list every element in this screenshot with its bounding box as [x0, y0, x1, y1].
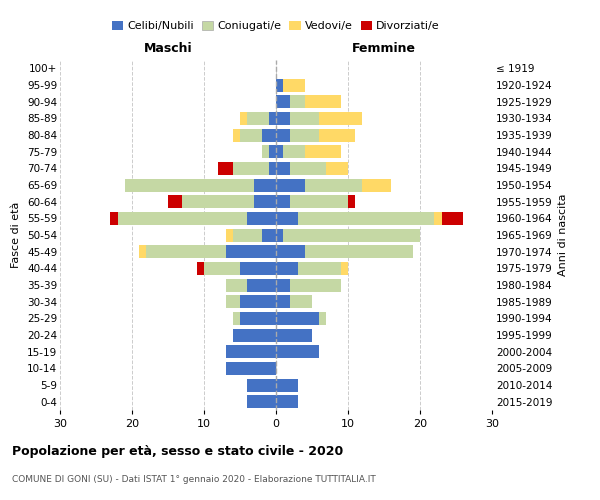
- Bar: [305, 245, 413, 258]
- Bar: [341, 262, 348, 275]
- Bar: [182, 195, 254, 208]
- Bar: [218, 162, 233, 175]
- Bar: [276, 245, 305, 258]
- Bar: [139, 245, 146, 258]
- Bar: [305, 95, 341, 108]
- Bar: [276, 312, 319, 325]
- Bar: [283, 145, 305, 158]
- Bar: [319, 112, 362, 125]
- Y-axis label: Fasce di età: Fasce di età: [11, 202, 22, 268]
- Bar: [276, 145, 283, 158]
- Bar: [276, 395, 298, 408]
- Legend: Celibi/Nubili, Coniugati/e, Vedovi/e, Divorziati/e: Celibi/Nubili, Coniugati/e, Vedovi/e, Di…: [108, 16, 444, 36]
- Bar: [276, 228, 283, 241]
- Bar: [269, 145, 276, 158]
- Text: Femmine: Femmine: [352, 42, 416, 55]
- Bar: [276, 278, 290, 291]
- Bar: [362, 178, 391, 192]
- Bar: [269, 112, 276, 125]
- Bar: [290, 162, 326, 175]
- Bar: [262, 228, 276, 241]
- Text: Maschi: Maschi: [143, 42, 193, 55]
- Bar: [168, 195, 182, 208]
- Bar: [262, 128, 276, 141]
- Bar: [226, 345, 276, 358]
- Bar: [247, 378, 276, 392]
- Bar: [226, 278, 247, 291]
- Bar: [298, 212, 434, 225]
- Bar: [276, 162, 290, 175]
- Bar: [276, 295, 290, 308]
- Bar: [276, 345, 319, 358]
- Bar: [276, 178, 305, 192]
- Bar: [118, 212, 247, 225]
- Bar: [254, 195, 276, 208]
- Bar: [247, 212, 276, 225]
- Bar: [434, 212, 442, 225]
- Bar: [254, 178, 276, 192]
- Bar: [240, 312, 276, 325]
- Bar: [290, 195, 348, 208]
- Bar: [276, 195, 290, 208]
- Text: COMUNE DI GONI (SU) - Dati ISTAT 1° gennaio 2020 - Elaborazione TUTTITALIA.IT: COMUNE DI GONI (SU) - Dati ISTAT 1° genn…: [12, 475, 376, 484]
- Bar: [276, 112, 290, 125]
- Bar: [204, 262, 240, 275]
- Bar: [276, 212, 298, 225]
- Bar: [146, 245, 226, 258]
- Bar: [262, 145, 269, 158]
- Bar: [247, 278, 276, 291]
- Bar: [290, 128, 319, 141]
- Bar: [276, 262, 298, 275]
- Bar: [276, 378, 298, 392]
- Bar: [298, 262, 341, 275]
- Bar: [319, 128, 355, 141]
- Bar: [283, 78, 305, 92]
- Bar: [226, 295, 240, 308]
- Bar: [226, 228, 233, 241]
- Bar: [276, 95, 290, 108]
- Bar: [233, 312, 240, 325]
- Y-axis label: Anni di nascita: Anni di nascita: [559, 194, 568, 276]
- Bar: [276, 128, 290, 141]
- Bar: [197, 262, 204, 275]
- Bar: [305, 145, 341, 158]
- Bar: [233, 162, 269, 175]
- Bar: [326, 162, 348, 175]
- Bar: [269, 162, 276, 175]
- Bar: [305, 178, 362, 192]
- Bar: [290, 112, 319, 125]
- Bar: [319, 312, 326, 325]
- Bar: [226, 362, 276, 375]
- Bar: [290, 295, 312, 308]
- Bar: [348, 195, 355, 208]
- Text: Popolazione per età, sesso e stato civile - 2020: Popolazione per età, sesso e stato civil…: [12, 445, 343, 458]
- Bar: [240, 112, 247, 125]
- Bar: [247, 112, 269, 125]
- Bar: [110, 212, 118, 225]
- Bar: [125, 178, 254, 192]
- Bar: [276, 78, 283, 92]
- Bar: [233, 228, 262, 241]
- Bar: [283, 228, 420, 241]
- Bar: [240, 128, 262, 141]
- Bar: [276, 328, 312, 342]
- Bar: [233, 128, 240, 141]
- Bar: [290, 95, 305, 108]
- Bar: [290, 278, 341, 291]
- Bar: [226, 245, 276, 258]
- Bar: [240, 295, 276, 308]
- Bar: [240, 262, 276, 275]
- Bar: [442, 212, 463, 225]
- Bar: [247, 395, 276, 408]
- Bar: [233, 328, 276, 342]
